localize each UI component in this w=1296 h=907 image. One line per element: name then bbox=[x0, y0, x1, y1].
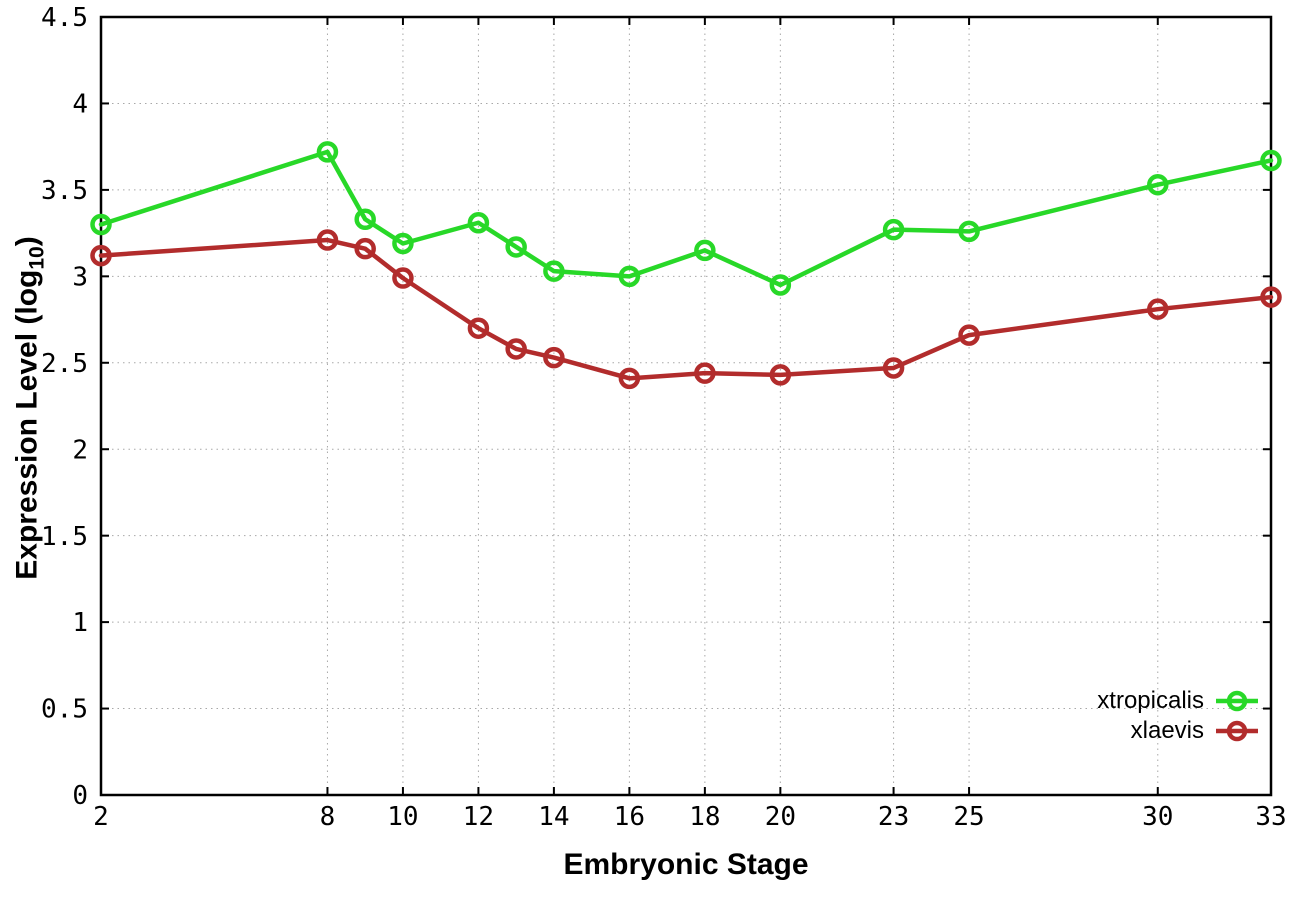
x-tick-label: 18 bbox=[689, 802, 720, 832]
data-point-marker-xlaevis bbox=[1260, 286, 1282, 308]
data-point-marker-xtropicalis bbox=[882, 218, 905, 241]
data-point-marker-xlaevis bbox=[769, 364, 792, 386]
data-point-marker-xtropicalis bbox=[769, 274, 792, 296]
legend: xtropicalis xlaevis bbox=[1097, 687, 1260, 744]
x-tick-label: 30 bbox=[1142, 802, 1173, 832]
data-point-marker-xtropicalis bbox=[694, 239, 716, 262]
line-marker-sample-icon bbox=[1216, 690, 1258, 711]
x-tick-label: 33 bbox=[1255, 802, 1286, 832]
legend-item-xtropicalis: xtropicalis bbox=[1097, 687, 1260, 714]
data-point-marker-xtropicalis bbox=[543, 260, 565, 282]
x-tick-label: 16 bbox=[614, 802, 645, 832]
x-tick-label: 14 bbox=[538, 802, 569, 832]
y-tick-label: 4 bbox=[72, 90, 88, 120]
y-axis-title-close: ) bbox=[10, 236, 44, 247]
y-tick-label: 1.5 bbox=[41, 522, 88, 552]
y-tick-label: 2.5 bbox=[41, 349, 88, 379]
x-tick-label: 8 bbox=[320, 802, 336, 832]
data-point-marker-xlaevis bbox=[90, 244, 112, 267]
data-point-marker-xlaevis bbox=[958, 324, 980, 346]
x-tick-label: 23 bbox=[878, 802, 909, 832]
y-tick-label: 4.5 bbox=[41, 3, 88, 33]
y-tick-label: 1 bbox=[72, 608, 88, 638]
x-tick-label: 20 bbox=[765, 802, 796, 832]
data-point-marker-xtropicalis bbox=[618, 265, 641, 288]
data-point-marker-xtropicalis bbox=[958, 220, 980, 243]
data-point-marker-xtropicalis bbox=[1147, 173, 1169, 196]
series-line-xtropicalis bbox=[98, 149, 1274, 288]
y-axis-title-subscript: 10 bbox=[25, 246, 49, 270]
data-point-marker-xtropicalis bbox=[505, 236, 527, 258]
data-point-marker-xtropicalis bbox=[354, 208, 376, 231]
y-tick-label: 3 bbox=[72, 262, 88, 292]
series-line-xlaevis bbox=[98, 237, 1274, 381]
y-axis-title: Expression Level (log10) bbox=[11, 236, 50, 579]
x-tick-label: 2 bbox=[93, 802, 109, 832]
y-tick-label: 0 bbox=[72, 781, 88, 811]
data-point-marker-xtropicalis bbox=[392, 232, 414, 255]
data-point-marker-xlaevis bbox=[392, 267, 414, 289]
data-point-marker-xlaevis bbox=[694, 362, 716, 384]
data-point-marker-xlaevis bbox=[467, 317, 490, 339]
data-point-marker-xlaevis bbox=[1147, 298, 1169, 320]
data-point-marker-xtropicalis bbox=[316, 141, 339, 163]
legend-label-xtropicalis: xtropicalis bbox=[1097, 687, 1204, 714]
data-point-marker-xlaevis bbox=[316, 229, 339, 251]
x-tick-label: 12 bbox=[463, 802, 494, 832]
data-point-marker-xlaevis bbox=[618, 367, 641, 390]
y-tick-label: 2 bbox=[72, 435, 88, 465]
x-tick-label: 10 bbox=[387, 802, 418, 832]
legend-label-xlaevis: xlaevis bbox=[1130, 717, 1204, 744]
data-point-marker-xlaevis bbox=[882, 357, 905, 379]
data-point-marker-xlaevis bbox=[543, 346, 565, 369]
x-tick-label: 25 bbox=[953, 802, 984, 832]
plot-border bbox=[99, 15, 1273, 797]
legend-item-xlaevis: xlaevis bbox=[1131, 717, 1260, 744]
data-point-marker-xtropicalis bbox=[90, 213, 112, 236]
line-marker-sample-icon bbox=[1216, 720, 1258, 741]
x-axis-title: Embryonic Stage bbox=[563, 848, 809, 881]
data-point-marker-xtropicalis bbox=[467, 211, 490, 234]
y-tick-label: 3.5 bbox=[41, 176, 88, 206]
y-axis-title-text: Expression Level (log bbox=[10, 269, 44, 580]
y-tick-label: 0.5 bbox=[41, 695, 88, 725]
data-point-marker-xlaevis bbox=[354, 237, 376, 260]
data-point-marker-xtropicalis bbox=[1260, 149, 1282, 172]
data-point-marker-xlaevis bbox=[505, 338, 527, 360]
